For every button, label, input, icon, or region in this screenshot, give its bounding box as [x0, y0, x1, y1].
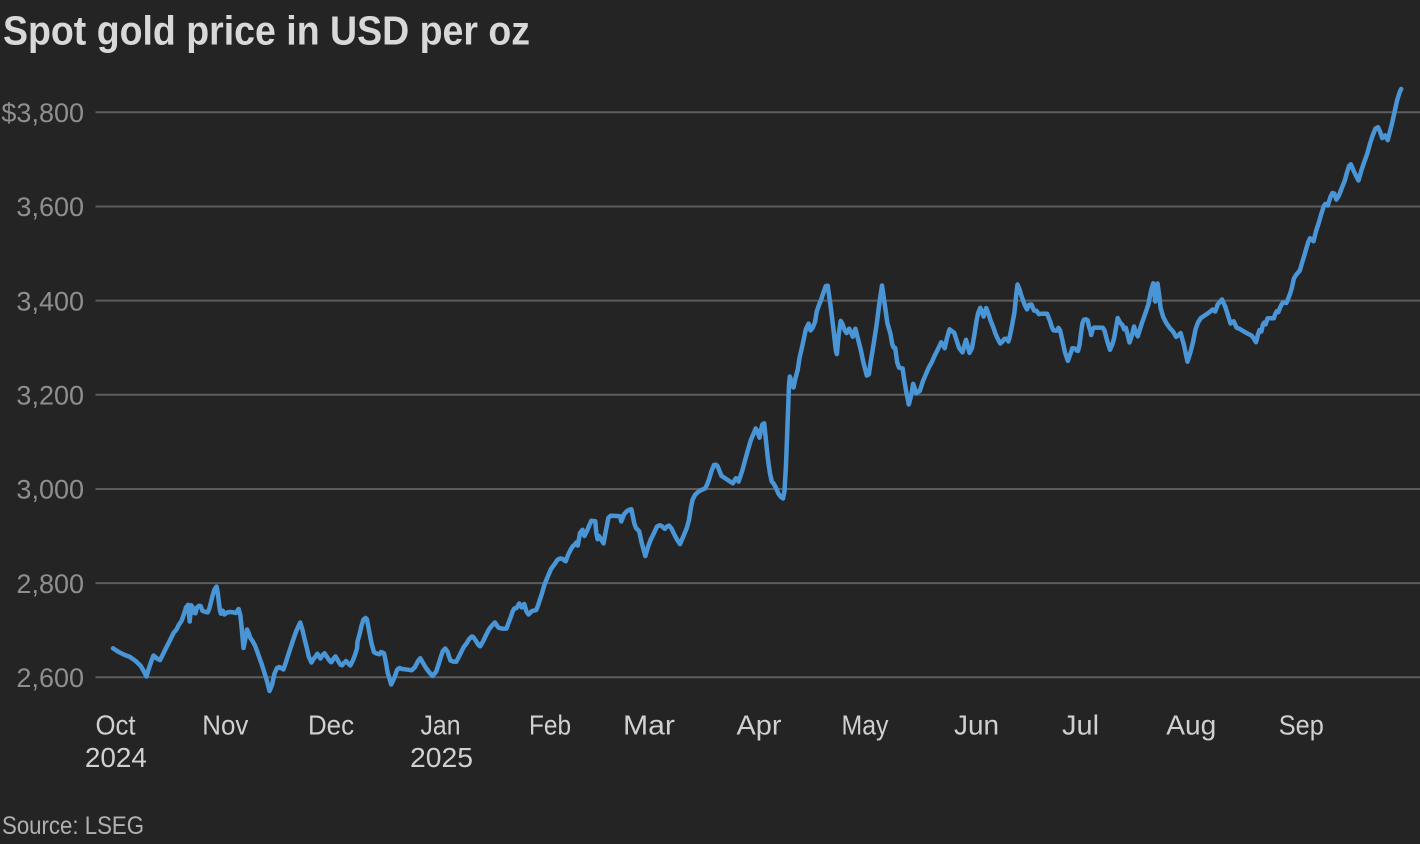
svg-text:Source: LSEG: Source: LSEG	[2, 812, 144, 840]
svg-text:Feb: Feb	[529, 710, 571, 741]
svg-text:Jun: Jun	[954, 710, 999, 741]
svg-text:Oct: Oct	[96, 710, 136, 741]
svg-text:3,400: 3,400	[16, 286, 84, 316]
svg-text:May: May	[842, 710, 889, 741]
svg-text:Spot gold price in USD per oz: Spot gold price in USD per oz	[3, 7, 530, 53]
svg-text:Nov: Nov	[202, 710, 248, 741]
svg-text:$3,800: $3,800	[1, 98, 84, 128]
svg-text:Aug: Aug	[1166, 710, 1216, 741]
svg-text:2,600: 2,600	[16, 663, 84, 693]
svg-text:Jul: Jul	[1062, 710, 1099, 741]
svg-text:Jan: Jan	[421, 710, 461, 741]
svg-text:Sep: Sep	[1279, 710, 1324, 741]
svg-text:Apr: Apr	[737, 710, 782, 741]
svg-text:2024: 2024	[85, 742, 147, 773]
svg-text:Mar: Mar	[623, 710, 675, 741]
svg-text:Dec: Dec	[308, 710, 354, 741]
svg-text:3,000: 3,000	[16, 475, 84, 505]
svg-text:3,200: 3,200	[16, 381, 84, 411]
svg-text:2025: 2025	[410, 742, 473, 773]
svg-text:3,600: 3,600	[16, 192, 84, 222]
svg-text:2,800: 2,800	[16, 569, 84, 599]
